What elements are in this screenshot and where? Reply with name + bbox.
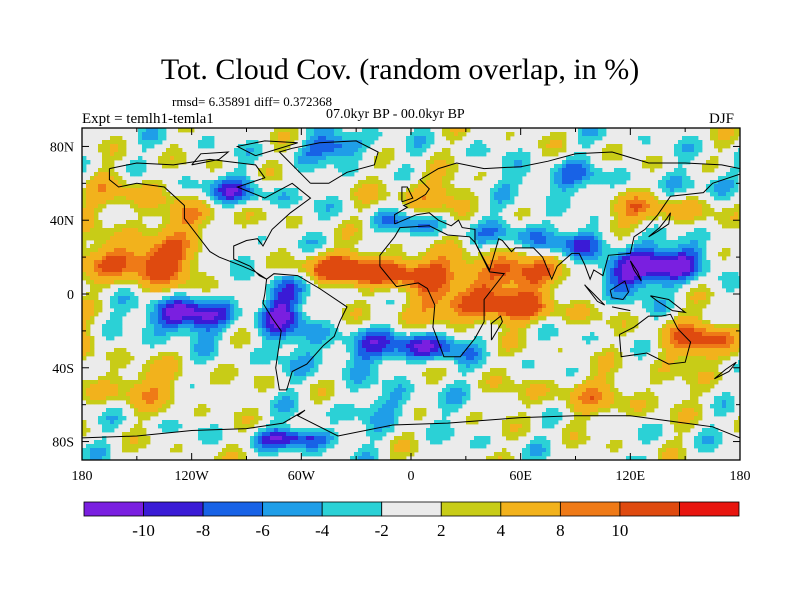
latitude-labels: 80N 40N 0 40S 80S: [50, 140, 74, 450]
coastline-13: [490, 315, 503, 341]
coastline-12: [650, 295, 687, 314]
coastline-17: [629, 260, 642, 282]
legend-label: 2: [437, 521, 446, 540]
time-period-label: 07.0kyr BP - 00.0kyr BP: [326, 107, 465, 122]
latitude-label: 80S: [52, 436, 74, 451]
legend-swatch: [262, 501, 323, 517]
latitude-label: 80N: [50, 140, 74, 155]
coastline-5: [278, 140, 379, 184]
plot-title: Tot. Cloud Cov. (random overlap, in %): [160, 53, 640, 86]
legend-swatch: [321, 501, 383, 517]
longitude-labels: 180 120W 60W 0 60E 120E 180: [72, 469, 751, 484]
experiment-label: Expt = temlh1-temla1: [82, 111, 214, 127]
legend-swatch: [559, 501, 621, 517]
longitude-label: 180: [730, 469, 751, 484]
cloud-cover-field: [82, 128, 740, 460]
longitude-label: 0: [408, 469, 415, 484]
season-label: DJF: [709, 111, 735, 127]
longitude-label: 60W: [288, 469, 316, 484]
legend-label: -2: [375, 521, 389, 540]
color-legend-bar: [83, 501, 740, 517]
legend-label: 4: [497, 521, 506, 540]
coastline-7: [401, 186, 414, 203]
latitude-label: 40N: [50, 214, 74, 229]
legend-label: -6: [256, 521, 270, 540]
legend-label: -10: [132, 521, 155, 540]
longitude-label: 180: [72, 469, 93, 484]
statistics-text: rmsd= 6.35891 diff= 0.372368: [172, 94, 332, 109]
legend-label: 10: [611, 521, 628, 540]
coastline-11: [609, 280, 630, 301]
legend-swatch: [679, 501, 740, 517]
coastline-15: [235, 140, 298, 157]
coastline-6: [82, 409, 740, 439]
coastline-4: [618, 313, 692, 365]
longitude-label: 60E: [509, 469, 532, 484]
longitude-label: 120W: [175, 469, 210, 484]
legend-label: -8: [196, 521, 210, 540]
coastline-16: [191, 151, 230, 166]
legend-label: -4: [315, 521, 330, 540]
legend-swatch: [202, 501, 264, 517]
latitude-label: 40S: [52, 362, 74, 377]
legend-swatch: [143, 501, 204, 517]
coastline-3: [394, 151, 740, 281]
coastline-2: [379, 225, 506, 358]
coastline-9: [584, 284, 606, 306]
latitude-label: 0: [67, 288, 74, 303]
legend-swatch: [500, 501, 561, 517]
coastline-14: [714, 361, 737, 380]
color-legend-labels: -10 -8 -6 -4 -2 2 4 8 10: [132, 521, 628, 540]
longitude-label: 120E: [616, 469, 646, 484]
coastline-0: [108, 158, 312, 280]
legend-label: 8: [556, 521, 565, 540]
legend-swatch: [619, 501, 680, 517]
legend-swatch: [440, 501, 502, 517]
legend-swatch: [381, 501, 442, 517]
coastline-8: [648, 212, 671, 238]
legend-swatch: [83, 501, 144, 517]
coastline-outlines: [82, 140, 740, 439]
axis-ticks: [81, 128, 741, 460]
coastline-10: [611, 306, 631, 312]
coastline-1: [262, 273, 348, 391]
